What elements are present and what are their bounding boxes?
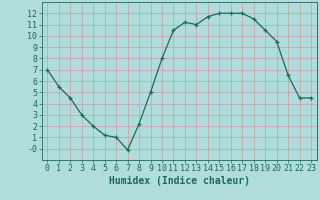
X-axis label: Humidex (Indice chaleur): Humidex (Indice chaleur): [109, 176, 250, 186]
